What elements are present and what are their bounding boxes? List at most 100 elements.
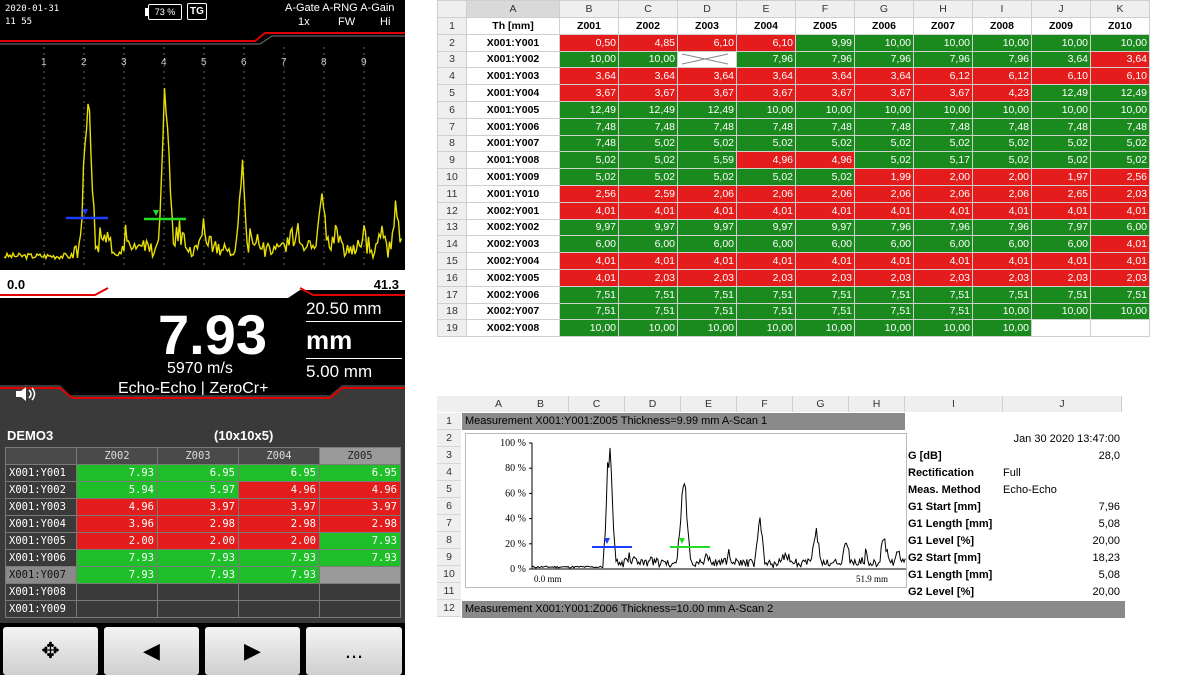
data-cell[interactable]: 4,01	[795, 201, 855, 220]
column-letter-B[interactable]: B	[559, 0, 619, 18]
table-cell[interactable]	[319, 600, 401, 618]
row-number[interactable]: 14	[437, 235, 467, 254]
data-cell[interactable]: 5,17	[913, 151, 973, 170]
table-cell[interactable]: 7.93	[76, 566, 158, 584]
data-cell[interactable]: 6,10	[1031, 67, 1091, 86]
table-cell[interactable]: 2.00	[76, 532, 158, 550]
data-cell[interactable]: 10,00	[559, 50, 619, 69]
column-letter-D[interactable]: D	[677, 0, 737, 18]
row-label[interactable]: X002:Y008	[466, 319, 560, 338]
table-cell[interactable]: 7.93	[157, 549, 239, 567]
data-cell[interactable]: 2,00	[913, 168, 973, 186]
data-cell[interactable]: 7,51	[559, 302, 619, 321]
table-cell[interactable]: 6.95	[157, 464, 239, 482]
data-cell[interactable]: 4,23	[972, 84, 1032, 102]
row-number[interactable]: 12	[437, 201, 467, 220]
row-number[interactable]: 9	[437, 151, 467, 170]
table-row[interactable]: 6 X001:Y005 12,49 12,49 12,49 10,00 10,00 10,00…	[437, 100, 1150, 119]
row-number[interactable]: 9	[437, 549, 461, 566]
data-cell[interactable]: 5,02	[795, 168, 855, 186]
data-cell[interactable]: 7,96	[854, 218, 914, 237]
data-cell[interactable]: 2,03	[972, 268, 1032, 287]
table-row[interactable]: X001:Y007 7.93 7.93 7.93	[5, 566, 401, 584]
speaker-icon[interactable]	[14, 385, 40, 403]
data-cell[interactable]: 4,01	[1090, 235, 1150, 254]
column-letter-H[interactable]: H	[849, 396, 905, 412]
table-row[interactable]: X001:Y005 2.00 2.00 2.00 7.93	[5, 532, 401, 550]
table-row[interactable]: 10 X001:Y009 5,02 5,02 5,02 5,02 5,02 1,99 2,00 2…	[437, 168, 1150, 186]
property-label[interactable]: Meas. Method	[908, 484, 981, 496]
table-cell[interactable]: 3.97	[238, 498, 320, 516]
row-label[interactable]: X002:Y006	[466, 285, 560, 304]
thickness-spreadsheet[interactable]: A B C D E F G H I J K 1 Th [mm] Z001 Z002 Z003 Z004 Z005 Z…	[437, 0, 1150, 338]
data-cell[interactable]: 12,49	[677, 100, 737, 119]
table-row-header[interactable]: X001:Y007	[5, 566, 77, 584]
table-row[interactable]: X001:Y004 3.96 2.98 2.98 2.98	[5, 515, 401, 533]
data-cell[interactable]: 2,00	[972, 168, 1032, 186]
data-cell[interactable]: 7,51	[736, 285, 796, 304]
data-cell[interactable]: 10,00	[1031, 302, 1091, 321]
data-cell[interactable]: 4,85	[618, 33, 678, 52]
column-letter-F[interactable]: F	[795, 0, 855, 18]
data-cell[interactable]: 6,00	[618, 235, 678, 254]
data-cell[interactable]: 4,01	[677, 252, 737, 270]
data-cell[interactable]: 7,96	[913, 50, 973, 69]
data-cell[interactable]: 9,97	[618, 218, 678, 237]
table-row-header[interactable]: X001:Y006	[5, 549, 77, 567]
table-cell[interactable]: 4.96	[238, 481, 320, 499]
data-cell[interactable]: 6,00	[1090, 218, 1150, 237]
data-cell[interactable]: 2,65	[1031, 184, 1091, 203]
measurement-title-2[interactable]: Measurement X001:Y001:Z006 Thickness=10.…	[462, 601, 1125, 618]
table-cell[interactable]: 5.94	[76, 481, 158, 499]
data-cell[interactable]: 4,01	[736, 201, 796, 220]
data-cell[interactable]: 4,01	[972, 201, 1032, 220]
row-number[interactable]: 11	[437, 583, 461, 600]
column-letter-D[interactable]: D	[625, 396, 681, 412]
data-cell[interactable]: 2,56	[559, 184, 619, 203]
data-cell[interactable]: 6,00	[795, 235, 855, 254]
data-cell[interactable]: 3,67	[618, 84, 678, 102]
data-cell[interactable]: 2,03	[677, 268, 737, 287]
row-number[interactable]: 10	[437, 168, 467, 186]
data-cell[interactable]: 10,00	[795, 319, 855, 338]
data-cell[interactable]: 3,64	[1031, 50, 1091, 69]
table-cell[interactable]: 6.95	[238, 464, 320, 482]
measurement-timestamp[interactable]: Jan 30 2020 13:47:00	[1013, 433, 1120, 445]
data-cell[interactable]: 5,02	[795, 134, 855, 153]
data-cell[interactable]: 5,59	[677, 151, 737, 170]
data-cell[interactable]: 4,01	[854, 252, 914, 270]
table-cell[interactable]: 3.97	[157, 498, 239, 516]
property-label[interactable]: G1 Level [%]	[908, 535, 975, 547]
data-cell[interactable]: 3,67	[854, 84, 914, 102]
data-cell[interactable]: 5,02	[913, 134, 973, 153]
data-cell[interactable]: 7,51	[1090, 285, 1150, 304]
property-value[interactable]: 7,96	[1098, 501, 1120, 513]
table-row-header[interactable]: X001:Y001	[5, 464, 77, 482]
data-cell[interactable]: 5,02	[618, 168, 678, 186]
data-cell[interactable]: 2,56	[1090, 168, 1150, 186]
data-cell[interactable]: 6,12	[913, 67, 973, 86]
column-letter-G[interactable]: G	[793, 396, 849, 412]
row-number[interactable]: 8	[437, 532, 461, 549]
property-label[interactable]: G2 Start [mm]	[908, 552, 981, 564]
row-number[interactable]: 13	[437, 218, 467, 237]
data-cell[interactable]: 3,67	[736, 84, 796, 102]
row-label[interactable]: X001:Y005	[466, 100, 560, 119]
data-cell[interactable]: 7,51	[1031, 285, 1091, 304]
data-cell[interactable]: 7,48	[1031, 117, 1091, 136]
data-cell[interactable]: 3,67	[913, 84, 973, 102]
data-cell[interactable]: 5,02	[677, 134, 737, 153]
table-row[interactable]: 2 X001:Y001 0,50 4,85 6,10 6,10 9,99 10,00 10,00…	[437, 33, 1150, 52]
row-label[interactable]: X001:Y002	[466, 50, 560, 69]
data-cell[interactable]: 10,00	[677, 319, 737, 338]
data-cell[interactable]: 10,00	[913, 100, 973, 119]
data-cell[interactable]: 2,06	[736, 184, 796, 203]
table-cell[interactable]: 2.00	[157, 532, 239, 550]
data-cell[interactable]: 4,01	[1031, 252, 1091, 270]
table-column-header[interactable]: Z003	[157, 447, 239, 465]
data-cell[interactable]: 5,02	[854, 151, 914, 170]
data-cell[interactable]: 3,64	[618, 67, 678, 86]
table-cell[interactable]: 7.93	[319, 532, 401, 550]
data-cell[interactable]: 7,96	[736, 50, 796, 69]
